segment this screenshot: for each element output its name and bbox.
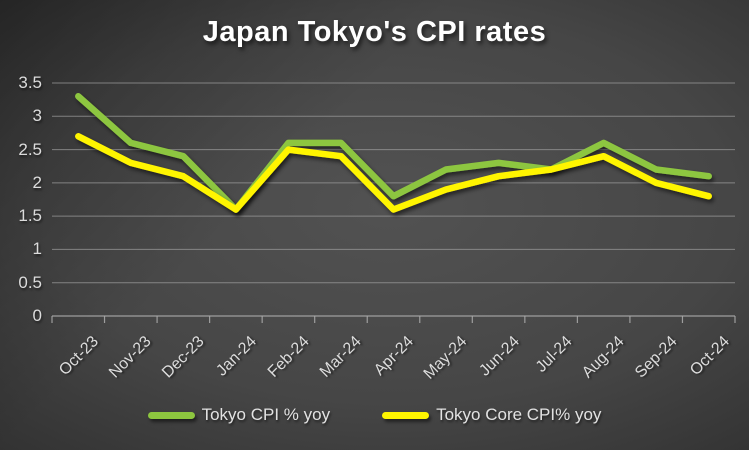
axis-ticks bbox=[51, 316, 736, 323]
legend-item-tokyo-cpi: Tokyo CPI % yoy bbox=[147, 405, 331, 425]
legend-swatch-yellow-line bbox=[382, 411, 430, 419]
gridlines bbox=[52, 82, 735, 317]
chart-legend: Tokyo CPI % yoy Tokyo Core CPI% yoy bbox=[0, 405, 749, 425]
legend-label: Tokyo CPI % yoy bbox=[201, 405, 331, 424]
legend-item-tokyo-core-cpi: Tokyo Core CPI% yoy bbox=[382, 405, 601, 425]
legend-swatch-green-line bbox=[147, 411, 195, 419]
legend-label: Tokyo Core CPI% yoy bbox=[436, 405, 602, 424]
series-lines bbox=[75, 93, 712, 213]
series-line-tokyo-cpi-yoy bbox=[75, 93, 712, 213]
series-line-tokyo-core-cpi-yoy bbox=[75, 133, 712, 213]
chart-title: Japan Tokyo's CPI rates bbox=[202, 16, 547, 48]
